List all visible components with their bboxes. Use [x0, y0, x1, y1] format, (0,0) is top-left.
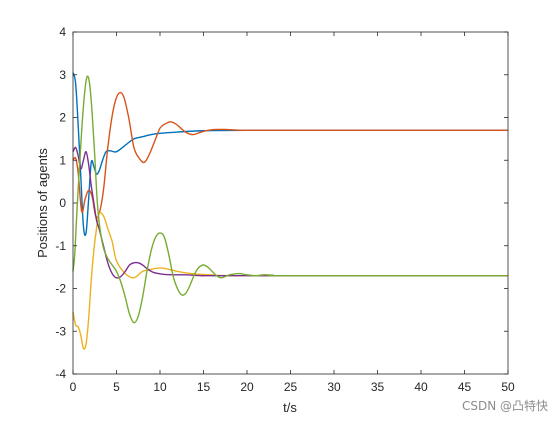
x-tick-label: 5: [113, 380, 120, 394]
x-axis-label: t/s: [283, 400, 297, 415]
y-tick-label: -2: [55, 282, 66, 296]
series-layer: [72, 72, 509, 350]
series-line-5: [72, 75, 509, 324]
x-tick-label: 50: [501, 380, 515, 394]
y-tick-label: -3: [55, 324, 66, 338]
y-tick-label: 0: [59, 196, 66, 210]
x-tick-label: 45: [458, 380, 472, 394]
y-tick-label: -4: [55, 367, 66, 381]
y-tick-label: -1: [55, 239, 66, 253]
series-line-3: [72, 212, 509, 350]
y-axis: -4 -3 -2 -1 0 1 2 3 4: [55, 25, 508, 381]
x-tick-label: 20: [240, 380, 254, 394]
y-tick-label: 3: [59, 68, 66, 82]
x-tick-label: 15: [197, 380, 211, 394]
y-axis-label: Positions of agents: [35, 148, 50, 258]
x-tick-label: 35: [371, 380, 385, 394]
watermark: CSDN @凸特快: [461, 399, 548, 413]
x-tick-label: 25: [284, 380, 298, 394]
y-tick-label: 1: [59, 153, 66, 167]
x-tick-label: 40: [414, 380, 428, 394]
y-tick-label: 2: [59, 111, 66, 125]
x-tick-label: 30: [327, 380, 341, 394]
x-axis: 0 5 10 15 20 25 30 35 40 45 50: [70, 32, 515, 394]
y-tick-label: 4: [59, 25, 66, 39]
series-line-2: [72, 91, 508, 219]
x-tick-label: 10: [153, 380, 167, 394]
x-tick-label: 0: [70, 380, 77, 394]
plot-area: [73, 32, 508, 374]
